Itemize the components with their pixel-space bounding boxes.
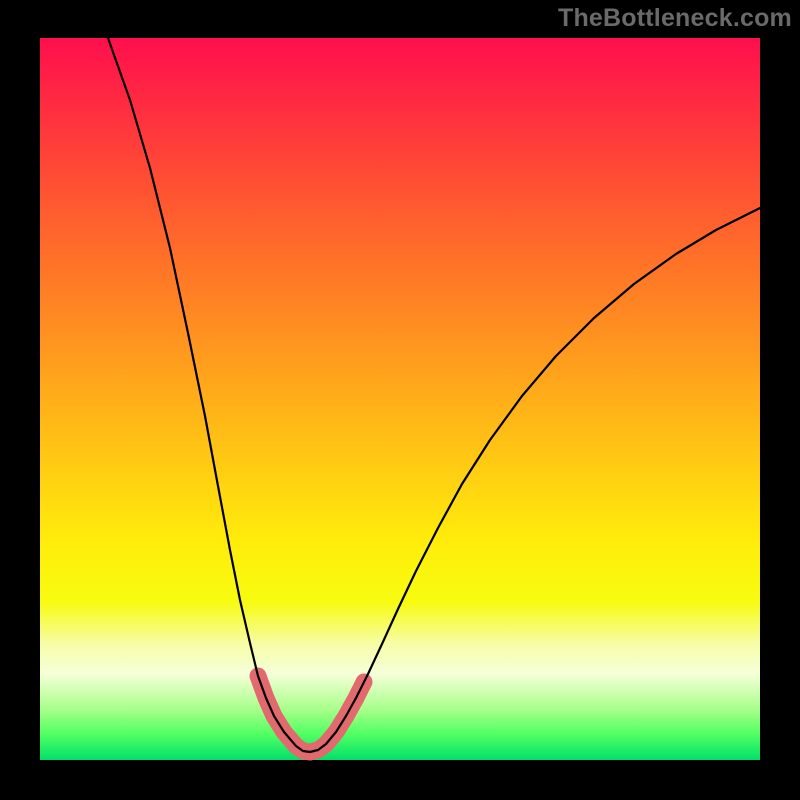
watermark-label: TheBottleneck.com — [558, 4, 792, 33]
plot-background — [40, 38, 760, 760]
chart-container: TheBottleneck.com — [0, 0, 800, 800]
bottleneck-curve-chart — [0, 0, 800, 800]
